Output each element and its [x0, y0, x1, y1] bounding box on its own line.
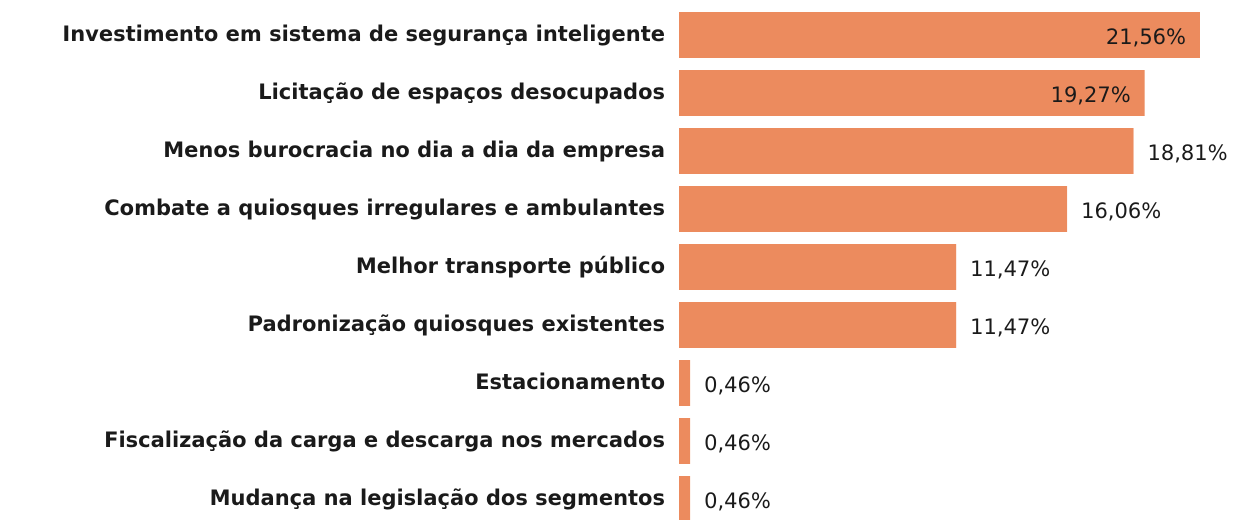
bar: [679, 302, 957, 348]
value-label: 19,27%: [1051, 83, 1131, 107]
category-label: Combate a quiosques irregulares e ambula…: [104, 196, 665, 220]
value-label: 0,46%: [704, 373, 771, 397]
value-label: 21,56%: [1106, 25, 1186, 49]
value-label: 11,47%: [970, 257, 1050, 281]
category-label: Menos burocracia no dia a dia da empresa: [163, 138, 665, 162]
value-label: 0,46%: [704, 489, 771, 513]
bar: [679, 128, 1134, 174]
bar: [679, 244, 957, 290]
bar: [679, 476, 691, 520]
category-label: Investimento em sistema de segurança int…: [62, 22, 665, 46]
value-label: 18,81%: [1148, 141, 1228, 165]
bar: [679, 186, 1068, 232]
bar: [679, 12, 1200, 58]
bar: [679, 418, 691, 464]
value-label: 16,06%: [1081, 199, 1161, 223]
category-label: Fiscalização da carga e descarga nos mer…: [104, 428, 665, 452]
bar: [679, 360, 691, 406]
category-label: Licitação de espaços desocupados: [258, 80, 665, 104]
bar: [679, 70, 1145, 116]
value-label: 11,47%: [970, 315, 1050, 339]
category-label: Estacionamento: [475, 370, 665, 394]
category-label: Padronização quiosques existentes: [248, 312, 665, 336]
value-label: 0,46%: [704, 431, 771, 455]
category-label: Mudança na legislação dos segmentos: [210, 486, 665, 510]
category-label: Melhor transporte público: [356, 254, 665, 278]
